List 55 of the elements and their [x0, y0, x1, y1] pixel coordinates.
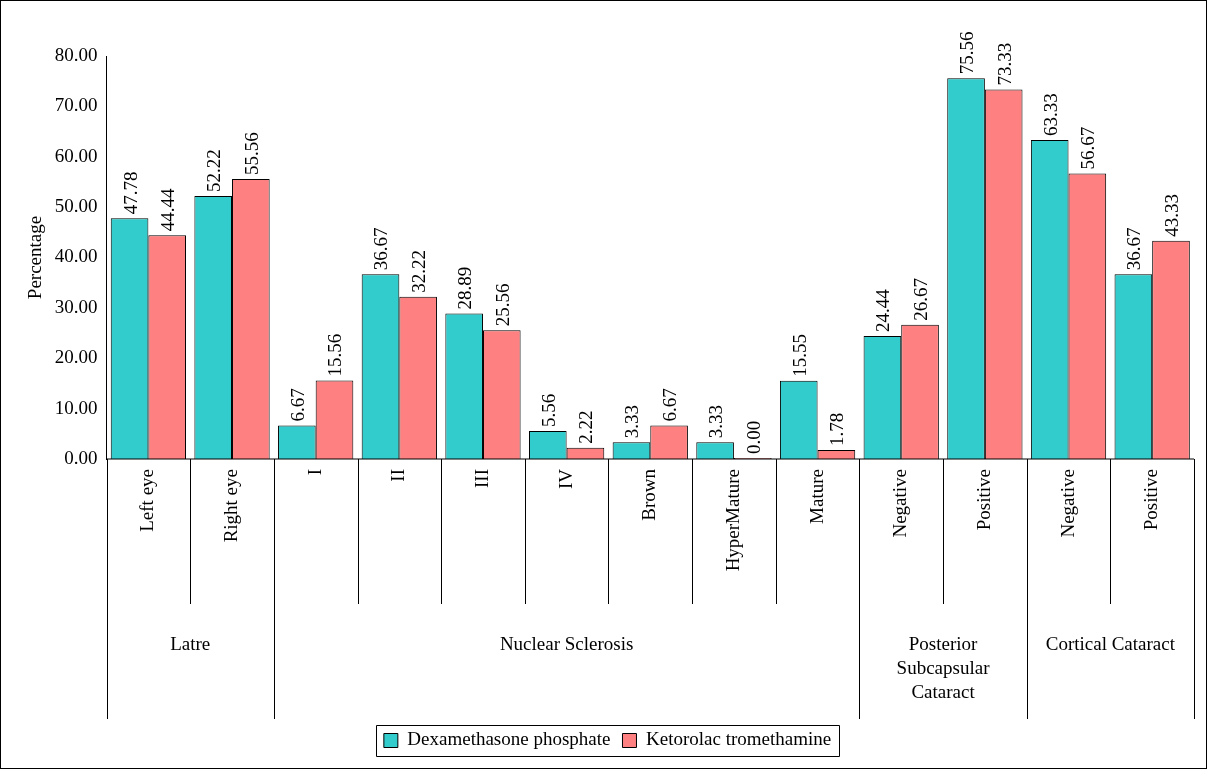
- data-label: 0.00: [742, 420, 764, 454]
- text: Latre: [170, 633, 211, 655]
- x-tick-label: Positive: [972, 469, 994, 531]
- data-label: 26.67: [910, 277, 932, 321]
- legend-label: Dexamethasone phosphate: [407, 728, 611, 750]
- y-tick-label: 20.00: [54, 346, 98, 368]
- data-label: 36.67: [370, 227, 392, 271]
- data-label: 2.22: [575, 410, 597, 444]
- data-label: 56.67: [1077, 126, 1099, 170]
- y-tick-label: 10.00: [54, 396, 98, 418]
- x-tick-label: Positive: [1140, 469, 1162, 531]
- data-label: 5.56: [537, 393, 559, 427]
- data-label: 44.44: [157, 187, 179, 232]
- x-tick-label: IV: [554, 468, 576, 490]
- x-tick-label: Negative: [1056, 469, 1078, 538]
- y-tick-label: 60.00: [54, 144, 98, 166]
- data-label: 36.67: [1123, 227, 1145, 271]
- x-tick-label: Mature: [805, 469, 827, 524]
- data-label: 25.56: [491, 283, 513, 327]
- y-tick-label: 50.00: [54, 195, 98, 217]
- text: Cortical Cataract: [1045, 633, 1176, 655]
- x-tick-label: Negative: [889, 469, 911, 538]
- data-label: 28.89: [454, 266, 476, 310]
- x-tick-label: HyperMature: [721, 469, 743, 572]
- y-tick-label: 40.00: [54, 245, 98, 267]
- x-tick-label: III: [470, 469, 492, 488]
- legend-label: Ketorolac tromethamine: [645, 728, 832, 750]
- data-label: 15.56: [324, 333, 346, 377]
- data-label: 6.67: [286, 388, 308, 422]
- y-tick-label: 70.00: [54, 94, 98, 116]
- y-axis-title: Percentage: [24, 215, 46, 300]
- x-tick-label: Brown: [638, 468, 660, 521]
- data-label: 1.78: [826, 412, 848, 447]
- data-label: 32.22: [408, 249, 430, 293]
- x-tick-label: Right eye: [220, 469, 242, 543]
- x-tick-label: II: [387, 469, 409, 482]
- data-label: 63.33: [1039, 93, 1061, 136]
- x-tick-label: I: [303, 469, 325, 476]
- data-label: 55.56: [240, 132, 262, 176]
- text: Posterior Subcapsular Cataract: [896, 633, 991, 703]
- data-label: 6.67: [659, 388, 681, 422]
- data-label: 52.22: [203, 149, 225, 192]
- data-label: 47.78: [119, 171, 141, 215]
- data-label: 3.33: [705, 404, 727, 439]
- y-tick-label: 30.00: [54, 295, 98, 317]
- x-tick-label: Left eye: [136, 469, 158, 532]
- data-label: 43.33: [1160, 193, 1182, 237]
- data-label: 15.55: [788, 333, 810, 377]
- y-tick-label: 80.00: [54, 43, 98, 65]
- data-label: 3.33: [621, 404, 643, 439]
- data-label: 73.33: [993, 42, 1015, 86]
- y-tick-label: 0.00: [64, 446, 98, 468]
- data-label: 75.56: [956, 31, 978, 75]
- data-label: 24.44: [872, 288, 894, 332]
- text: Nuclear Sclerosis: [499, 633, 634, 655]
